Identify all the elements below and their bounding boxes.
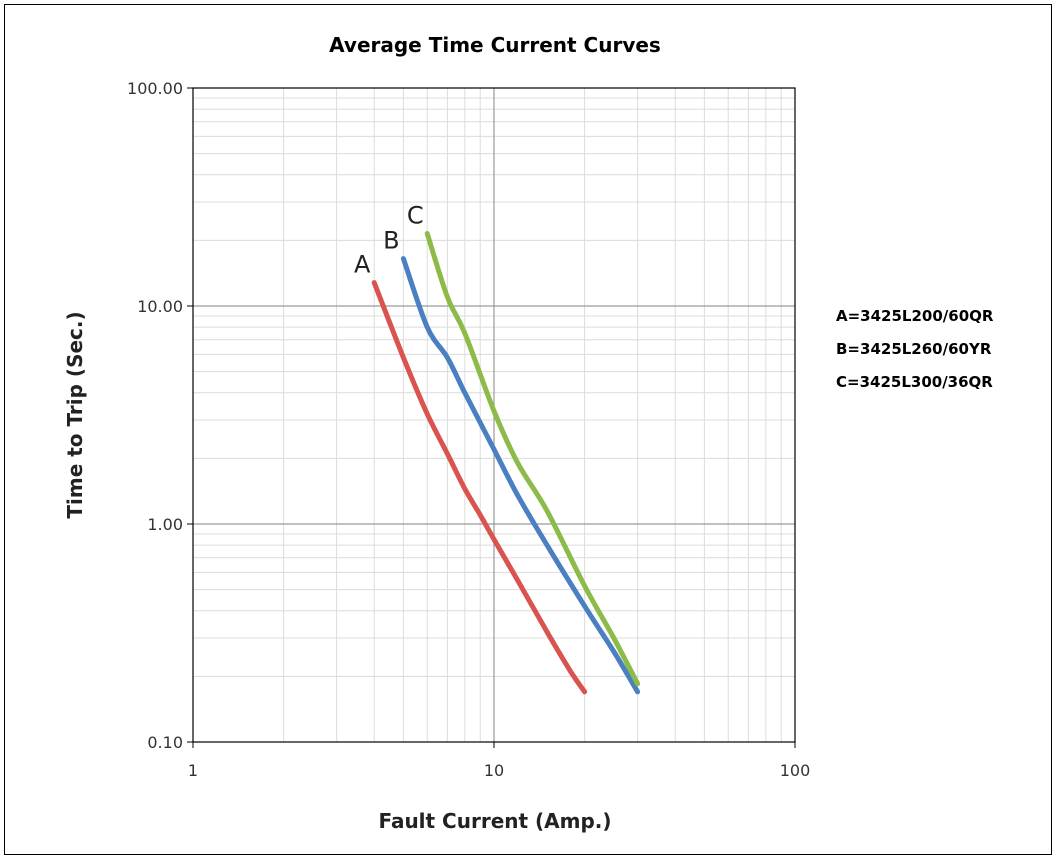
y-tick-label: 10.00 [137,297,183,316]
series-line-b [400,256,641,695]
legend-entry: A=3425L200/60QR [836,307,994,325]
y-axis-title: Time to Trip (Sec.) [63,311,87,518]
legend-entry: B=3425L260/60YR [836,340,992,358]
legend: A=3425L200/60QR B=3425L260/60YR C=3425L300… [836,307,994,391]
tick-labels: 1 10 100 0.10 1.00 10.00 100.00 [127,79,810,780]
x-tick-label: 1 [188,761,198,780]
y-tick-label: 1.00 [147,515,183,534]
y-tick-label: 0.10 [147,733,183,752]
chart-title: Average Time Current Curves [329,33,661,57]
series-lines [371,231,641,695]
curve-label-c: C [407,202,424,230]
series-line-a [371,280,588,695]
curve-label-b: B [383,227,399,255]
x-tick-label: 100 [780,761,811,780]
chart-frame [4,4,1052,855]
curve-labels: ABC [354,202,424,279]
x-tick-label: 10 [484,761,504,780]
series-line-c [424,231,641,687]
x-axis-title: Fault Current (Amp.) [378,809,611,833]
legend-entry: C=3425L300/36QR [836,373,993,391]
curve-label-a: A [354,251,371,279]
y-tick-label: 100.00 [127,79,183,98]
